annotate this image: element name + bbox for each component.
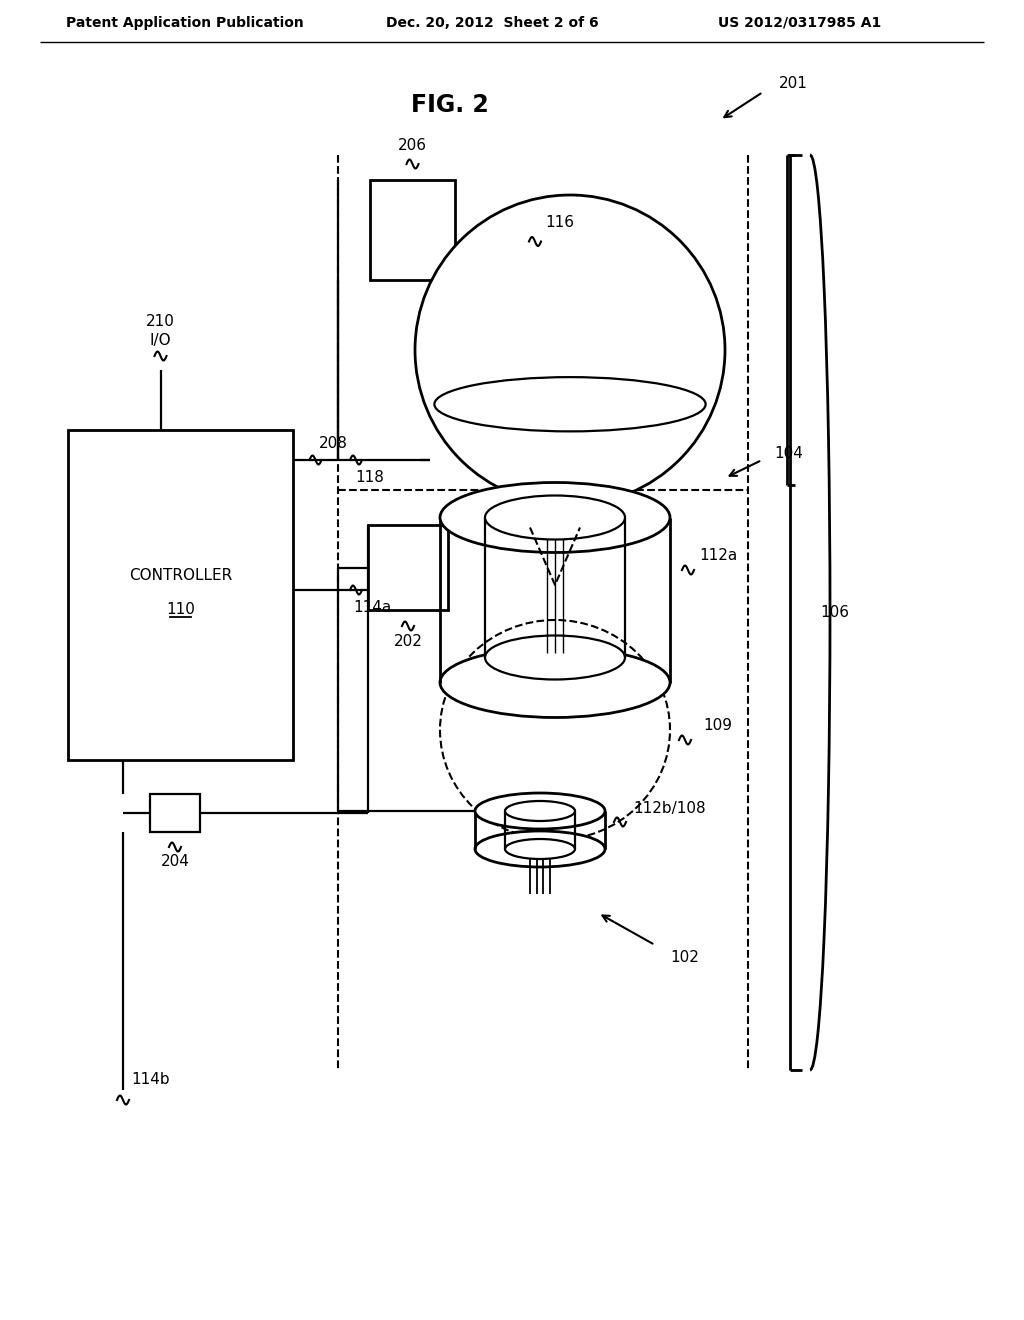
Text: 116: 116 bbox=[546, 215, 574, 231]
Text: 114a: 114a bbox=[353, 599, 391, 615]
Text: 118: 118 bbox=[355, 470, 384, 484]
Ellipse shape bbox=[505, 801, 575, 821]
Ellipse shape bbox=[440, 483, 670, 553]
Ellipse shape bbox=[485, 635, 625, 680]
Text: US 2012/0317985 A1: US 2012/0317985 A1 bbox=[719, 16, 882, 30]
Bar bbox=[370, 180, 455, 280]
Text: FIG. 2: FIG. 2 bbox=[411, 92, 488, 117]
Text: Patent Application Publication: Patent Application Publication bbox=[67, 16, 304, 30]
Text: 210: 210 bbox=[146, 314, 175, 330]
Bar bbox=[68, 430, 293, 760]
Ellipse shape bbox=[485, 495, 625, 540]
Text: 112a: 112a bbox=[698, 549, 737, 564]
Text: CONTROLLER: CONTROLLER bbox=[129, 568, 232, 582]
Text: 208: 208 bbox=[319, 436, 348, 450]
Text: 106: 106 bbox=[820, 605, 850, 620]
Ellipse shape bbox=[475, 793, 605, 829]
Text: 102: 102 bbox=[671, 949, 699, 965]
Ellipse shape bbox=[440, 648, 670, 718]
Text: 114b: 114b bbox=[132, 1072, 170, 1088]
Text: I/O: I/O bbox=[150, 333, 171, 347]
Text: 112b/108: 112b/108 bbox=[634, 800, 707, 816]
Bar bbox=[368, 525, 449, 610]
Text: 202: 202 bbox=[393, 635, 423, 649]
Text: 206: 206 bbox=[398, 139, 427, 153]
Text: Dec. 20, 2012  Sheet 2 of 6: Dec. 20, 2012 Sheet 2 of 6 bbox=[386, 16, 598, 30]
Text: 204: 204 bbox=[161, 854, 189, 869]
Ellipse shape bbox=[434, 378, 706, 432]
Ellipse shape bbox=[505, 840, 575, 859]
Text: 110: 110 bbox=[166, 602, 195, 618]
Text: 109: 109 bbox=[703, 718, 732, 733]
Text: 104: 104 bbox=[774, 446, 804, 461]
Ellipse shape bbox=[475, 832, 605, 867]
Text: 201: 201 bbox=[778, 77, 808, 91]
Bar bbox=[150, 795, 200, 832]
Circle shape bbox=[415, 195, 725, 506]
